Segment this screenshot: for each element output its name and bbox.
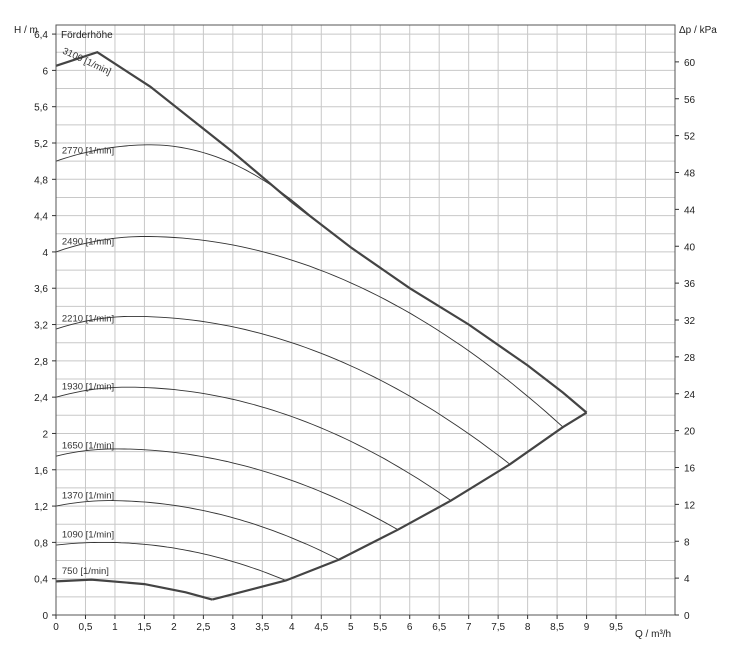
right-tick-label: 28: [684, 353, 696, 364]
right-tick-label: 4: [684, 574, 690, 585]
series-label: 2490 [1/min]: [62, 236, 114, 247]
series-label: 2770 [1/min]: [62, 146, 114, 157]
x-tick-label: 4: [289, 622, 295, 633]
y-tick-label: 2,8: [34, 357, 48, 368]
x-tick-label: 8,5: [550, 622, 564, 633]
speed-curve: [55, 315, 511, 465]
right-axis-title: Δp / kPa: [679, 25, 717, 36]
right-tick-label: 40: [684, 242, 696, 253]
right-tick-label: 8: [684, 537, 690, 548]
x-tick-label: 3: [230, 622, 236, 633]
series-label: 1650 [1/min]: [62, 441, 114, 452]
right-tick-label: 0: [684, 611, 690, 622]
y-tick-label: 2: [42, 429, 48, 440]
right-tick-label: 44: [684, 205, 696, 216]
series-label: 1370 [1/min]: [62, 491, 114, 502]
y-tick-label: 1,6: [34, 466, 48, 477]
y-tick-label: 4: [42, 248, 48, 259]
x-tick-label: 9: [584, 622, 590, 633]
y-tick-label: 5,6: [34, 103, 48, 114]
min-speed-curve: [55, 578, 213, 601]
right-tick-label: 60: [684, 58, 696, 69]
right-tick-label: 20: [684, 427, 696, 438]
speed-curve: [55, 236, 564, 428]
series-label: 1090 [1/min]: [62, 530, 114, 541]
x-tick-label: 9,5: [609, 622, 623, 633]
x-tick-label: 6: [407, 622, 413, 633]
speed-curve: [55, 541, 287, 581]
y-tick-label: 4,4: [34, 212, 48, 223]
y-tick-label: 6,4: [34, 30, 48, 41]
speed-curve: [55, 386, 452, 501]
series-label: 1930 [1/min]: [62, 382, 114, 393]
left-axis-title: H / m: [14, 25, 38, 36]
y-tick-label: 3,6: [34, 284, 48, 295]
chart-title: Förderhöhe: [61, 30, 113, 41]
axes: 0 0,5 1 1,5 2 2,5 3 3,5 4 4,5 5 5,5 6 6,5 7 7,5 8 8,5 9 9,5…: [34, 24, 696, 633]
curves: [55, 50, 588, 601]
series-label: 750 [1/min]: [62, 566, 109, 577]
right-tick-label: 32: [684, 316, 696, 327]
x-tick-label: 0,5: [79, 622, 93, 633]
x-tick-label: 0: [53, 622, 59, 633]
x-tick-label: 1: [112, 622, 118, 633]
right-tick-label: 48: [684, 169, 696, 180]
y-tick-label: 6: [42, 66, 48, 77]
x-tick-label: 5,5: [373, 622, 387, 633]
x-tick-label: 1,5: [137, 622, 151, 633]
y-tick-label: 5,2: [34, 139, 48, 150]
y-tick-label: 1,2: [34, 502, 48, 513]
y-tick-label: 0: [42, 611, 48, 622]
limit-curve: [211, 411, 588, 601]
speed-curve: [55, 448, 399, 531]
y-tick-label: 0,4: [34, 575, 48, 586]
x-tick-label: 3,5: [255, 622, 269, 633]
x-tick-label: 6,5: [432, 622, 446, 633]
x-tick-label: 7: [466, 622, 472, 633]
x-tick-label: 7,5: [491, 622, 505, 633]
right-tick-label: 52: [684, 132, 696, 143]
y-tick-label: 4,8: [34, 175, 48, 186]
y-tick-label: 0,8: [34, 538, 48, 549]
speed-curve: [55, 500, 340, 561]
series-label: 2210 [1/min]: [62, 314, 114, 325]
max-speed-curve: [55, 50, 588, 414]
x-tick-label: 2: [171, 622, 177, 633]
x-tick-label: 5: [348, 622, 354, 633]
right-tick-label: 16: [684, 464, 696, 475]
y-tick-label: 2,4: [34, 393, 48, 404]
x-tick-label: 8: [525, 622, 531, 633]
x-tick-label: 2,5: [196, 622, 210, 633]
x-tick-label: 4,5: [314, 622, 328, 633]
y-tick-label: 3,2: [34, 321, 48, 332]
x-axis-title: Q / m³/h: [635, 629, 671, 640]
right-tick-label: 56: [684, 95, 696, 106]
right-tick-label: 36: [684, 279, 696, 290]
right-tick-label: 24: [684, 390, 696, 401]
right-tick-label: 12: [684, 500, 696, 511]
